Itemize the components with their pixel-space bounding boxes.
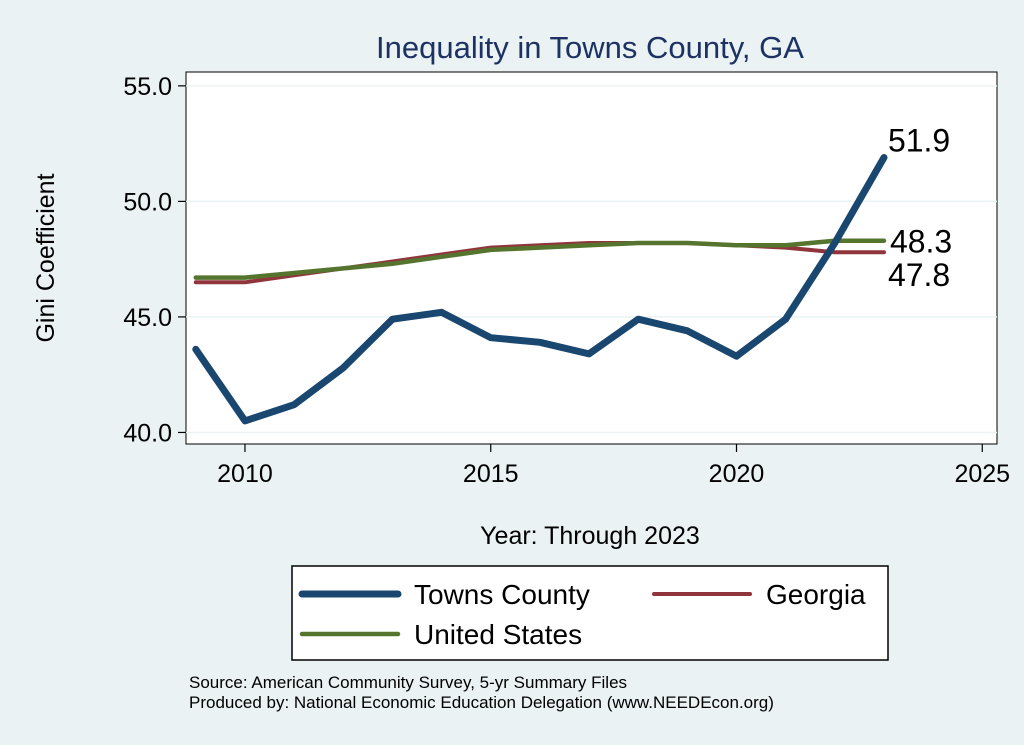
- y-tick-label: 45.0: [123, 304, 172, 332]
- source-line-1: Source: American Community Survey, 5-yr …: [189, 673, 627, 692]
- x-tick-label: 2010: [217, 460, 273, 488]
- x-tick-label: 2020: [709, 460, 765, 488]
- series-layer: [192, 154, 888, 425]
- y-tick-label: 50.0: [123, 188, 172, 216]
- legend-label-georgia: Georgia: [766, 579, 866, 610]
- legend-label-united-states: United States: [414, 619, 582, 650]
- legend-box: [291, 565, 889, 661]
- series-line-towns-county: [192, 154, 888, 425]
- end-label-georgia: 47.8: [888, 257, 950, 293]
- chart-title: Inequality in Towns County, GA: [376, 30, 804, 65]
- plot-area: [185, 71, 998, 445]
- x-tick-label: 2025: [954, 460, 1010, 488]
- end-label-towns-county: 51.9: [888, 122, 950, 158]
- grid-layer: [186, 85, 997, 434]
- x-tick-label: 2015: [463, 460, 519, 488]
- series-line-united-states: [193, 238, 887, 280]
- x-axis-label: Year: Through 2023: [480, 522, 700, 550]
- end-label-united-states: 48.3: [890, 224, 952, 260]
- source-line-2: Produced by: National Economic Education…: [189, 693, 774, 712]
- legend: Towns County Georgia United States: [298, 579, 866, 650]
- end-label-layer: 51.9 47.848.3: [888, 122, 952, 293]
- y-tick-label: 40.0: [123, 419, 172, 447]
- y-tick-label: 55.0: [123, 73, 172, 101]
- legend-label-towns-county: Towns County: [414, 579, 590, 610]
- y-axis-label: Gini Coefficient: [32, 173, 60, 342]
- axis-layer: 40.0 45.0 50.0 55.0 2010 2015 2020 2025: [123, 73, 1010, 488]
